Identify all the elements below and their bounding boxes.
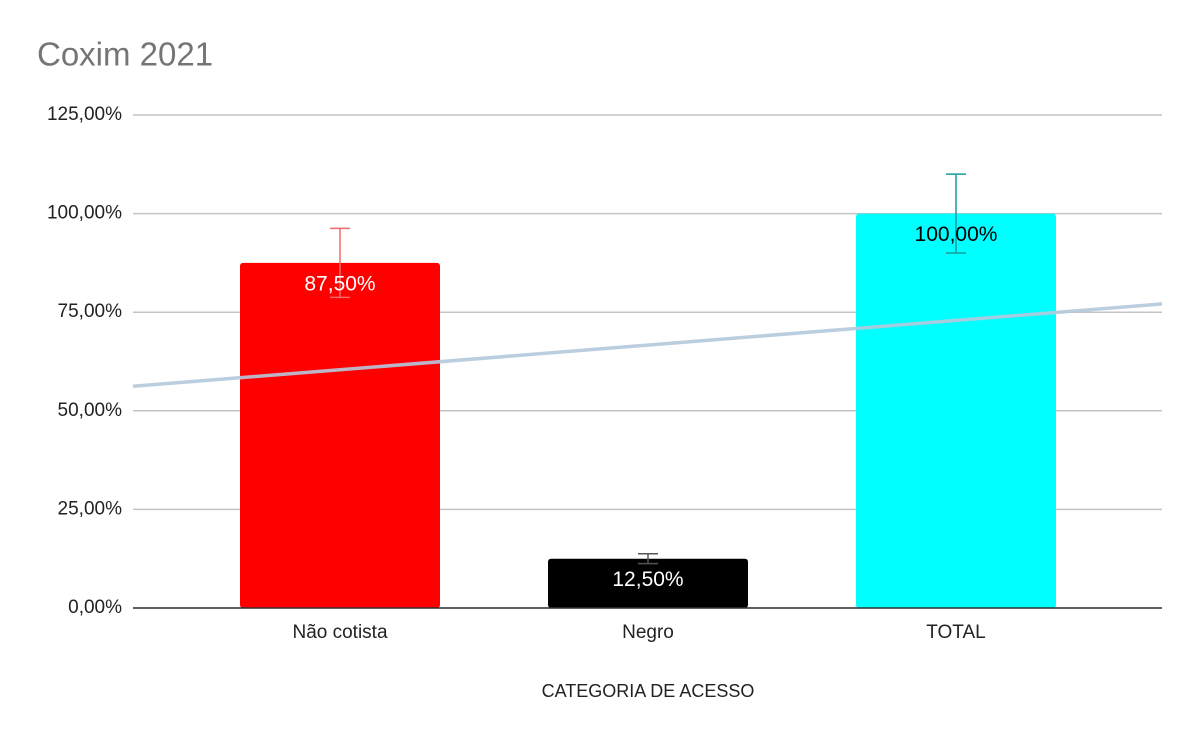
y-tick-label: 50,00% (58, 400, 123, 421)
trendline (132, 302, 1163, 389)
x-axis-label: CATEGORIA DE ACESSO (542, 681, 755, 701)
bar (240, 262, 440, 608)
y-tick-label: 125,00% (47, 104, 122, 125)
y-tick-label: 25,00% (58, 498, 123, 519)
chart-title: Coxim 2021 (37, 36, 213, 73)
x-tick-label: TOTAL (926, 622, 985, 643)
bar (856, 213, 1056, 608)
y-tick-label: 0,00% (68, 597, 122, 618)
y-tick-label: 100,00% (47, 203, 122, 224)
value-label: 100,00% (915, 223, 998, 246)
x-tick-label: Negro (622, 622, 674, 643)
x-tick-label: Não cotista (292, 622, 387, 643)
value-label: 87,50% (304, 272, 375, 295)
bar (548, 558, 748, 608)
y-tick-label: 75,00% (58, 301, 123, 322)
value-label: 12,50% (612, 568, 683, 591)
